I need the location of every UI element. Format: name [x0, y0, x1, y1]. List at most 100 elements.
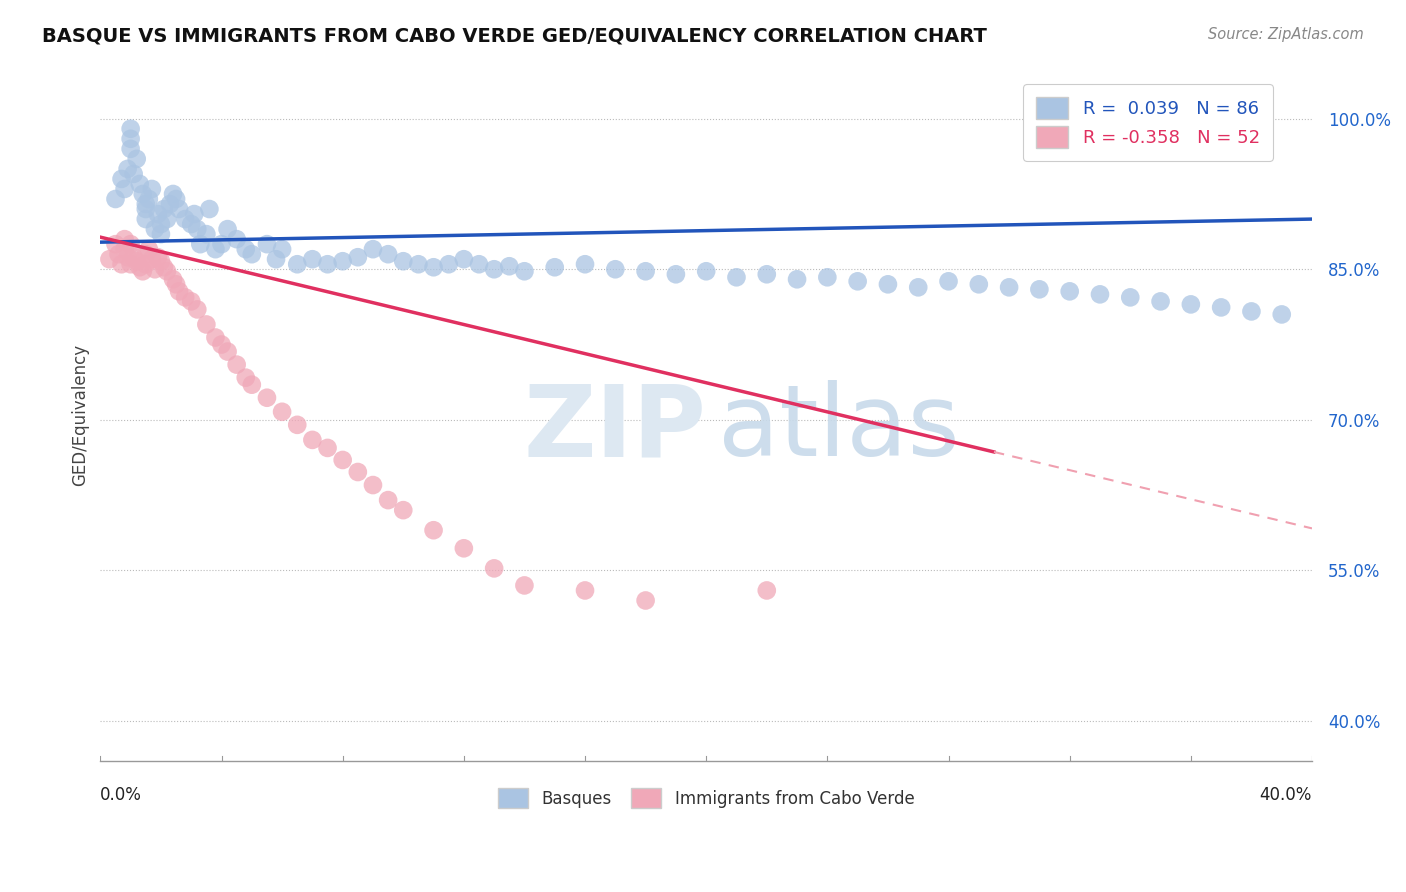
Point [135, 247, 157, 261]
Point [1240, 304, 1263, 318]
Point [146, 250, 169, 264]
Point [482, 262, 505, 277]
Text: BASQUE VS IMMIGRANTS FROM CABO VERDE GED/EQUIVALENCY CORRELATION CHART: BASQUE VS IMMIGRANTS FROM CABO VERDE GED… [42, 27, 987, 45]
Point [285, 417, 308, 432]
Point [1271, 307, 1294, 321]
Point [141, 252, 163, 267]
Point [392, 254, 415, 268]
Point [235, 370, 257, 384]
Point [149, 217, 172, 231]
Point [846, 274, 869, 288]
Point [180, 217, 202, 231]
Point [156, 212, 179, 227]
Point [153, 260, 176, 275]
Point [256, 237, 278, 252]
Text: Source: ZipAtlas.com: Source: ZipAtlas.com [1208, 27, 1364, 42]
Point [316, 441, 339, 455]
Point [361, 242, 384, 256]
Point [132, 264, 155, 278]
Point [120, 142, 142, 156]
Point [110, 257, 132, 271]
Point [138, 242, 160, 256]
Point [114, 182, 136, 196]
Point [634, 593, 657, 607]
Point [1180, 297, 1202, 311]
Point [188, 237, 211, 252]
Point [167, 202, 190, 216]
Point [361, 478, 384, 492]
Point [695, 264, 717, 278]
Point [114, 242, 136, 256]
Point [195, 318, 218, 332]
Point [235, 242, 257, 256]
Text: 0.0%: 0.0% [100, 786, 142, 805]
Point [198, 202, 221, 216]
Point [316, 257, 339, 271]
Point [301, 433, 323, 447]
Point [347, 465, 370, 479]
Point [204, 330, 226, 344]
Text: ZIP: ZIP [523, 380, 706, 477]
Point [468, 257, 491, 271]
Point [422, 523, 444, 537]
Point [544, 260, 567, 275]
Point [634, 264, 657, 278]
Point [240, 247, 263, 261]
Point [114, 232, 136, 246]
Point [513, 264, 536, 278]
Point [815, 270, 838, 285]
Point [1059, 285, 1081, 299]
Point [332, 453, 354, 467]
Point [755, 267, 778, 281]
Point [240, 377, 263, 392]
Point [377, 493, 399, 508]
Point [146, 207, 169, 221]
Point [117, 161, 139, 176]
Point [167, 285, 190, 299]
Legend: Basques, Immigrants from Cabo Verde: Basques, Immigrants from Cabo Verde [491, 781, 921, 815]
Point [186, 222, 208, 236]
Point [422, 260, 444, 275]
Point [211, 337, 233, 351]
Point [225, 358, 247, 372]
Point [120, 257, 142, 271]
Point [135, 212, 157, 227]
Point [110, 172, 132, 186]
Point [1149, 294, 1171, 309]
Point [143, 222, 166, 236]
Point [162, 272, 184, 286]
Point [217, 222, 239, 236]
Point [135, 202, 157, 216]
Point [104, 192, 127, 206]
Point [162, 186, 184, 201]
Point [271, 242, 294, 256]
Point [180, 294, 202, 309]
Point [122, 167, 145, 181]
Point [174, 212, 197, 227]
Point [153, 202, 176, 216]
Point [104, 237, 127, 252]
Point [437, 257, 460, 271]
Point [186, 302, 208, 317]
Point [125, 254, 148, 268]
Point [665, 267, 688, 281]
Text: 40.0%: 40.0% [1260, 786, 1312, 805]
Point [755, 583, 778, 598]
Point [1119, 290, 1142, 304]
Point [107, 247, 129, 261]
Point [128, 177, 150, 191]
Point [998, 280, 1021, 294]
Point [574, 257, 596, 271]
Point [453, 252, 475, 267]
Point [574, 583, 596, 598]
Point [256, 391, 278, 405]
Point [347, 250, 370, 264]
Point [156, 264, 179, 278]
Point [141, 182, 163, 196]
Point [120, 121, 142, 136]
Point [605, 262, 627, 277]
Point [159, 197, 181, 211]
Point [165, 192, 187, 206]
Point [183, 207, 205, 221]
Point [1088, 287, 1111, 301]
